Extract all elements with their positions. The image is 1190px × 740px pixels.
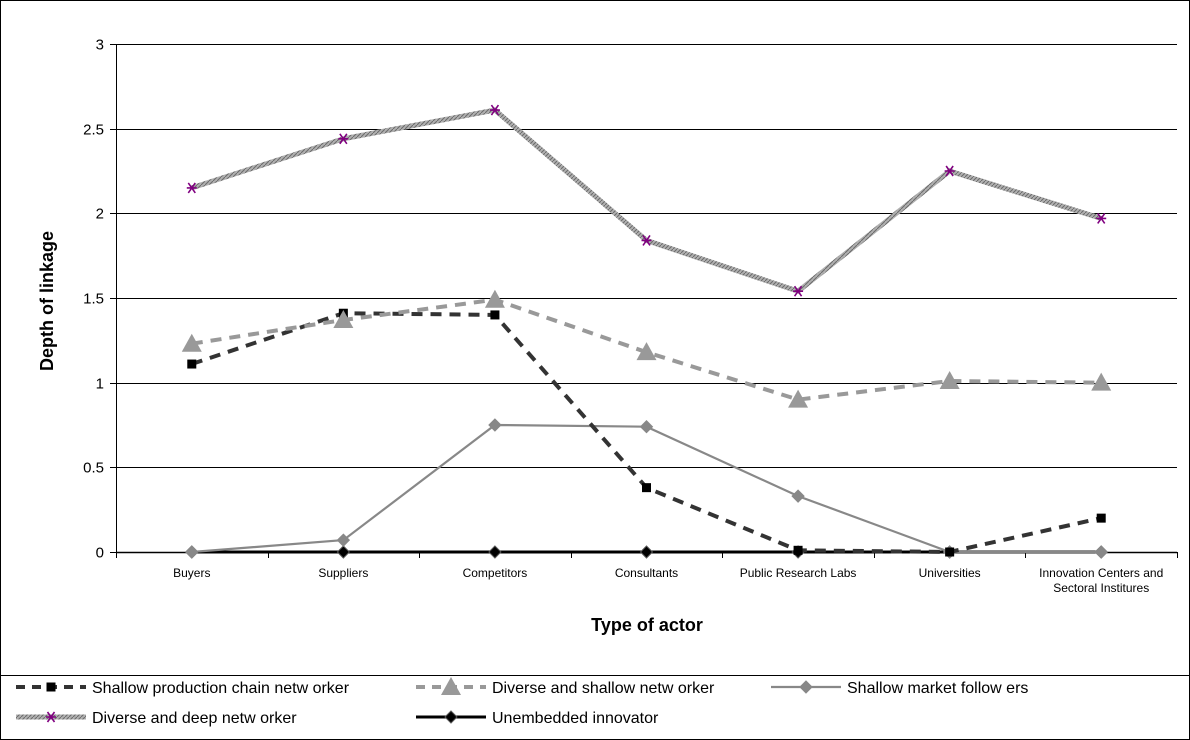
legend-marker — [46, 682, 56, 692]
data-point — [945, 547, 955, 557]
series-1 — [181, 289, 1112, 408]
y-tick-label: 2 — [96, 206, 104, 223]
data-point — [1096, 513, 1106, 523]
legend-marker — [46, 711, 56, 723]
legend-item: Diverse and deep netw orker — [16, 710, 297, 727]
data-point — [1096, 212, 1107, 224]
legend-label: Diverse and deep netw orker — [92, 710, 297, 727]
data-point — [939, 370, 960, 389]
data-point — [186, 182, 197, 194]
legend-label: Shallow market follow ers — [847, 680, 1028, 697]
data-point — [642, 483, 651, 493]
x-tick-label: Innovation Centers and — [1039, 566, 1163, 580]
x-axis-title: Type of actor — [591, 615, 703, 635]
y-tick-label: 1.5 — [83, 291, 104, 308]
series-3 — [186, 104, 1107, 297]
x-tick-label: Universities — [919, 566, 981, 580]
data-point — [181, 333, 202, 352]
data-point — [336, 533, 351, 547]
plot-area: 0 0.5 1 1.5 2 2.5 3 Buyers Suppliers Competitors… — [83, 37, 1178, 595]
legend-marker — [444, 710, 458, 724]
y-axis-title: Depth of linkage — [37, 231, 57, 371]
data-point — [187, 359, 197, 369]
x-tick-label: Public Research Labs — [740, 566, 857, 580]
series-layer — [181, 104, 1112, 559]
data-point — [639, 545, 654, 559]
y-tick-label: 0 — [96, 545, 104, 562]
legend-item: Shallow production chain netw orker — [16, 680, 350, 697]
legend-marker — [799, 680, 813, 694]
axes — [116, 44, 1178, 558]
data-point — [788, 389, 809, 408]
legend-label: Shallow production chain netw orker — [92, 680, 350, 697]
data-point — [185, 545, 199, 559]
data-point — [490, 310, 500, 320]
y-tick-labels: 0 0.5 1 1.5 2 2.5 3 — [83, 37, 104, 562]
y-tick-label: 3 — [96, 37, 104, 54]
data-point — [1094, 545, 1108, 559]
data-point — [488, 545, 502, 559]
x-tick-label: Consultants — [615, 566, 678, 580]
y-tick-label: 0.5 — [83, 460, 104, 477]
data-point — [636, 342, 657, 361]
data-point — [1091, 372, 1112, 391]
legend-item: Diverse and shallow netw orker — [416, 677, 715, 697]
data-point — [793, 285, 804, 297]
data-point — [944, 165, 955, 177]
data-point — [489, 104, 500, 116]
legend-marker — [441, 677, 461, 695]
data-point — [793, 545, 803, 555]
data-point — [338, 133, 349, 145]
data-point — [791, 489, 805, 503]
data-point — [641, 234, 652, 246]
data-point — [333, 310, 354, 329]
x-tick-labels: Buyers Suppliers Competitors Consultants Pub… — [173, 566, 1163, 595]
series-line — [191, 107, 1102, 295]
x-tick-label: Competitors — [463, 566, 528, 580]
y-tick-label: 1 — [96, 376, 104, 393]
data-point — [336, 545, 351, 559]
legend: Shallow production chain netw orker Diver… — [16, 677, 1028, 727]
gridlines — [110, 44, 1177, 553]
x-tick-label: Buyers — [173, 566, 210, 580]
y-tick-label: 2.5 — [83, 122, 104, 139]
data-point — [488, 418, 502, 432]
legend-label: Diverse and shallow netw orker — [492, 680, 715, 697]
x-tick-label: Sectoral Institures — [1053, 581, 1149, 595]
legend-item: Unembedded innovator — [416, 710, 659, 727]
legend-item: Shallow market follow ers — [771, 680, 1028, 697]
legend-label: Unembedded innovator — [492, 710, 659, 727]
data-point — [484, 289, 505, 308]
data-point — [639, 419, 654, 434]
x-tick-label: Suppliers — [318, 566, 368, 580]
